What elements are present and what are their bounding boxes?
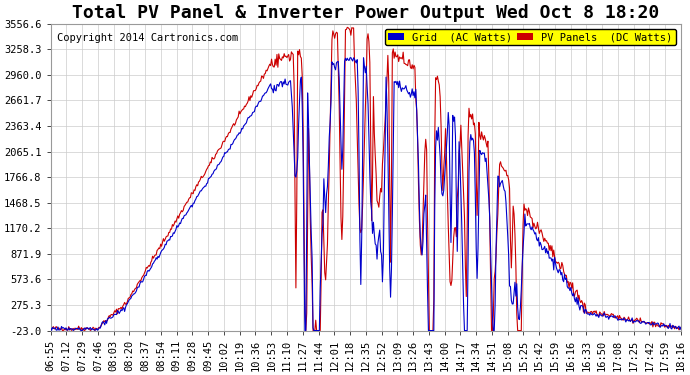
Title: Total PV Panel & Inverter Power Output Wed Oct 8 18:20: Total PV Panel & Inverter Power Output W…: [72, 4, 660, 22]
Text: Copyright 2014 Cartronics.com: Copyright 2014 Cartronics.com: [57, 33, 238, 43]
Legend: Grid  (AC Watts), PV Panels  (DC Watts): Grid (AC Watts), PV Panels (DC Watts): [385, 29, 676, 45]
